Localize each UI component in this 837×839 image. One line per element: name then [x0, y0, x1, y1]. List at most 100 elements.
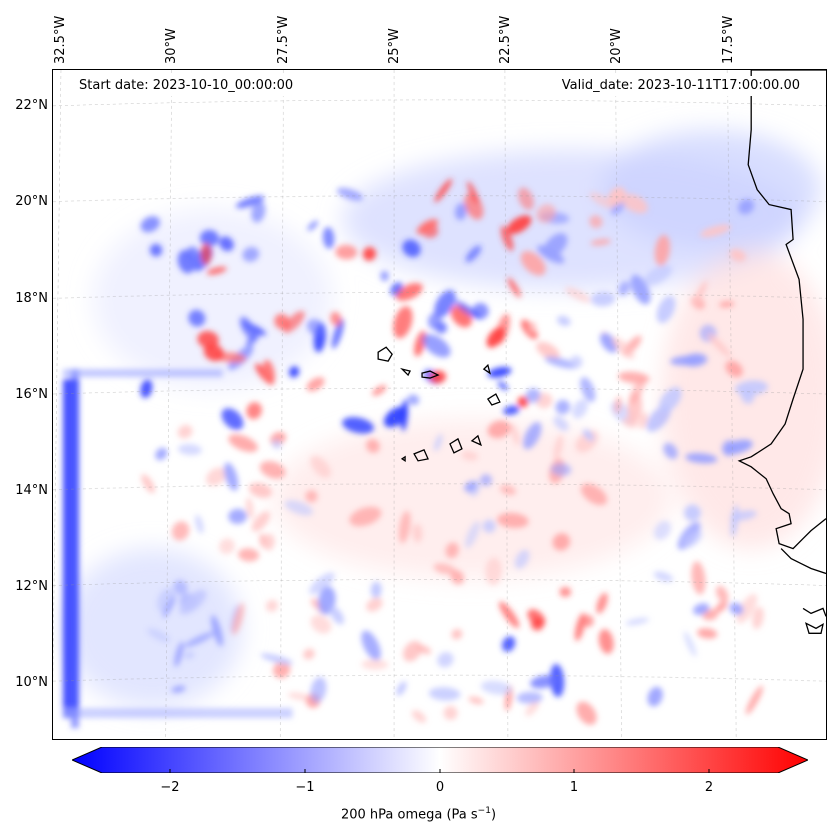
sinking-motion-cell: [224, 462, 239, 491]
sinking-motion-cell: [147, 628, 171, 643]
sinking-motion-cell: [658, 386, 682, 413]
rising-motion-cell: [248, 482, 273, 498]
sinking-motion-cell: [239, 316, 256, 340]
rising-motion-cell: [283, 310, 305, 334]
colorbar-tick-1: 1: [569, 780, 579, 795]
lat-label-16n: 16°N: [15, 387, 48, 402]
rising-motion-cell: [729, 249, 746, 262]
colorbar-label-exponent: −1: [477, 806, 491, 816]
rising-motion-cell: [197, 330, 219, 349]
rising-motion-cell: [287, 692, 311, 701]
parallel-line: [53, 674, 826, 682]
rising-motion-cell: [366, 597, 383, 612]
rising-motion-cell: [596, 592, 608, 614]
rising-motion-cell: [559, 586, 572, 597]
rising-motion-cell: [398, 510, 411, 544]
sinking-motion-cell: [271, 439, 282, 450]
sinking-motion-cell: [454, 300, 482, 320]
sinking-motion-cell: [310, 677, 327, 703]
rising-motion-cell: [262, 359, 275, 385]
rising-motion-cell: [621, 193, 648, 214]
rising-motion-cell: [576, 701, 597, 725]
colorbar-ticks: [169, 769, 710, 773]
sinking-motion-cell: [550, 463, 572, 476]
lat-label-12n: 12°N: [15, 579, 48, 594]
valid-date-label: Valid_date: 2023-10-11T17:00:00.00: [555, 76, 806, 96]
sinking-motion-cell: [625, 617, 650, 626]
sinking-motion-cell: [162, 595, 176, 619]
rising-motion-cell: [238, 548, 260, 562]
sinking-motion-cell: [173, 580, 188, 595]
lat-label-14n: 14°N: [15, 483, 48, 498]
coast-islands-south: [802, 607, 826, 634]
parallel-line: [53, 292, 826, 299]
rising-motion-cell: [361, 659, 389, 670]
rising-motion-cell: [691, 561, 706, 595]
rising-motion-cell: [589, 192, 615, 209]
sinking-motion-cell: [569, 355, 583, 369]
sinking-motion-cell: [580, 377, 596, 403]
rising-motion-cell: [736, 593, 758, 624]
lon-label-25w: 25°W: [387, 28, 402, 64]
rising-motion-cell: [366, 438, 380, 453]
sinking-motion-cell: [682, 530, 703, 548]
rising-motion-cell: [177, 424, 193, 439]
sinking-motion-cell: [228, 508, 247, 524]
sinking-motion-cell: [653, 520, 671, 540]
boundary-strip: [62, 369, 293, 729]
colorbar-label-close: ): [490, 807, 497, 823]
start-date-label: Start date: 2023-10-10_00:00:00: [73, 76, 300, 96]
rising-motion-cell: [206, 266, 227, 275]
rising-motion-cell: [752, 606, 764, 630]
rising-motion-cell: [527, 609, 546, 627]
sinking-motion-cell: [555, 399, 571, 415]
sinking-motion-cell: [582, 429, 594, 442]
rising-motion-cell: [693, 280, 708, 306]
rising-motion-cell: [714, 601, 728, 613]
rising-motion-cell: [529, 321, 537, 333]
rising-motion-cell: [507, 215, 532, 235]
rising-motion-cell: [306, 377, 325, 392]
lat-label-20n: 20°N: [15, 194, 48, 209]
sinking-motion-cell: [729, 602, 744, 615]
sinking-motion-cell: [370, 581, 382, 599]
sinking-motion-cell: [309, 572, 335, 595]
rising-motion-cell: [450, 570, 465, 585]
lon-label-32-5w: 32.5°W: [53, 15, 68, 64]
sinking-motion-cell: [653, 571, 674, 583]
rising-motion-cell: [411, 710, 427, 723]
sinking-motion-cell: [721, 440, 737, 457]
sinking-motion-cell: [480, 680, 513, 695]
sinking-motion-cell: [693, 603, 710, 615]
sinking-motion-cell: [514, 549, 530, 569]
sinking-motion-cell: [140, 379, 153, 398]
rising-motion-cell: [245, 497, 254, 519]
rising-motion-cell: [565, 287, 591, 303]
rising-motion-cell: [525, 700, 540, 717]
rising-motion-cell: [305, 490, 318, 503]
sinking-motion-cell: [556, 315, 571, 327]
sinking-motion-cell: [465, 245, 482, 263]
sinking-motion-cell: [306, 319, 326, 336]
rising-motion-cell: [614, 396, 622, 414]
rising-motion-cell: [552, 533, 571, 551]
rising-motion-cell: [141, 474, 155, 494]
parallel-line: [53, 483, 826, 490]
sinking-motion-cell: [572, 399, 588, 419]
rising-motion-cell: [443, 705, 458, 721]
rising-motion-cell: [228, 434, 258, 453]
sinking-motion-cell: [656, 295, 676, 324]
rising-motion-cell: [581, 614, 594, 628]
sinking-motion-cell: [322, 227, 335, 249]
sinking-motion-cell: [284, 500, 313, 516]
sinking-motion-cell: [407, 394, 420, 406]
sinking-motion-cell: [402, 239, 421, 258]
colorbar-fill: [72, 747, 808, 773]
sinking-motion-cell: [428, 687, 461, 701]
rising-motion-cell: [498, 601, 520, 629]
rising-motion-cell: [745, 685, 763, 715]
coastline: [377, 70, 826, 634]
sinking-motion-cell: [590, 291, 616, 307]
sinking-motion-cell: [497, 381, 509, 391]
rising-motion-cell: [611, 336, 635, 360]
